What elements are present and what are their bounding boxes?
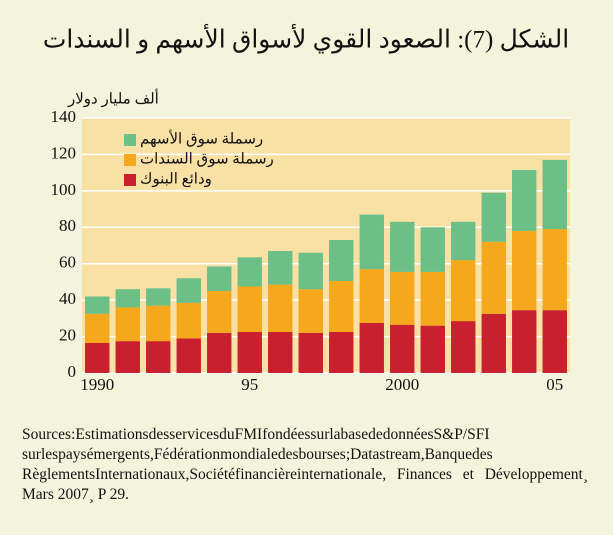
legend-swatch	[124, 154, 136, 166]
bar-segment	[146, 288, 171, 306]
bar-segment	[329, 240, 354, 282]
bar-segment	[481, 313, 506, 373]
x-tick-label: 1990	[80, 375, 114, 394]
bar-segment	[298, 332, 323, 373]
bar-segment	[268, 284, 293, 333]
bar-segment	[237, 257, 262, 287]
bar-segment	[298, 252, 323, 290]
bar-segment	[390, 271, 415, 325]
legend-label: رسملة سوق الأسهم	[140, 129, 263, 147]
bar-segment	[390, 324, 415, 373]
legend-label: رسملة سوق السندات	[140, 151, 274, 167]
x-tick-label: 2000	[385, 375, 419, 394]
y-tick-label: 140	[51, 107, 77, 126]
y-tick-label: 80	[59, 216, 76, 235]
bar-segment	[237, 286, 262, 333]
x-tick-label: 05	[546, 375, 563, 394]
y-axis-label: ألف مليار دولار	[67, 88, 159, 107]
bar-segment	[542, 229, 567, 311]
bar-segment	[115, 307, 140, 342]
bar-segment	[542, 310, 567, 373]
bar-segment	[542, 159, 567, 230]
bar-segment	[268, 332, 293, 373]
y-tick-label: 0	[68, 362, 77, 381]
bar-segment	[85, 296, 110, 314]
bar-segment	[420, 325, 445, 373]
chart-title: الشكل (7): الصعود القوي لأسواق الأسهم و …	[43, 23, 569, 55]
bar-segment	[329, 281, 354, 333]
bar-segment	[237, 332, 262, 373]
source-note: Sources:EstimationsdesservicesduFMIfondé…	[22, 426, 588, 503]
bar-segment	[176, 338, 201, 373]
bar-segment	[451, 260, 476, 322]
bar-segment	[207, 332, 232, 373]
bar-segment	[207, 291, 232, 333]
bar-segment	[115, 341, 140, 373]
bar-segment	[115, 289, 140, 308]
bar-segment	[359, 214, 384, 270]
bar-segment	[451, 321, 476, 373]
bar-segment	[176, 302, 201, 339]
bar-segment	[481, 192, 506, 242]
bar-segment	[359, 322, 384, 373]
bar-segment	[146, 305, 171, 342]
bar-segment	[451, 221, 476, 261]
bar-segment	[298, 289, 323, 333]
bar-segment	[329, 332, 354, 373]
bar-segment	[420, 271, 445, 326]
y-tick-label: 60	[59, 253, 76, 272]
y-tick-label: 40	[59, 289, 76, 308]
legend-swatch	[124, 134, 136, 146]
legend-label: ودائع البنوك	[140, 171, 212, 187]
bar-segment	[207, 266, 232, 292]
bar-segment	[512, 310, 537, 373]
bar-segment	[176, 278, 201, 303]
bar-segment	[146, 341, 171, 373]
bar-segment	[85, 342, 110, 373]
y-tick-label: 100	[51, 180, 77, 199]
legend-swatch	[124, 174, 136, 186]
bar-segment	[512, 230, 537, 311]
x-tick-label: 95	[241, 375, 258, 394]
bar-segment	[359, 269, 384, 323]
y-tick-label: 120	[51, 143, 77, 162]
bar-segment	[512, 169, 537, 231]
bar-segment	[390, 221, 415, 272]
bar-segment	[85, 313, 110, 343]
bar-segment	[481, 241, 506, 314]
bar-segment	[268, 250, 293, 285]
bar-segment	[420, 227, 445, 272]
y-tick-label: 20	[59, 325, 76, 344]
chart: الشكل (7): الصعود القوي لأسواق الأسهم و …	[43, 23, 570, 394]
